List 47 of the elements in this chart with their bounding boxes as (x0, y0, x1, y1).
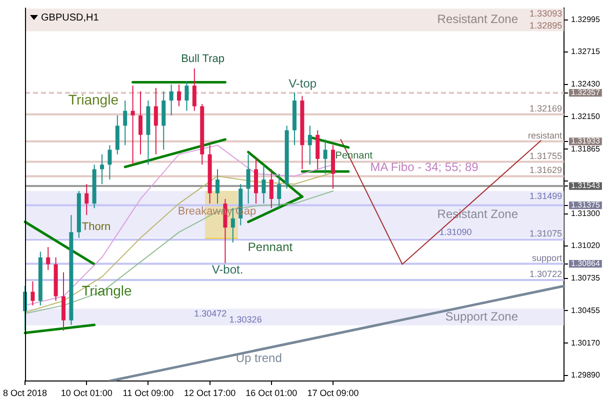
annotation: Bull Trap (181, 52, 224, 65)
x-tick-label: 8 Oct 2018 (3, 388, 48, 398)
x-tick-label: 16 Oct 01:00 (246, 388, 298, 398)
y-tick-label: 1.31375 (571, 200, 600, 210)
y-tick-label: 1.32995 (571, 15, 600, 24)
y-tick-label: 1.31933 (571, 136, 600, 146)
ref-line-label: resistant (528, 130, 562, 140)
annotation: Pennant (248, 240, 294, 254)
annotation: 1.33093 (530, 8, 562, 19)
y-tick-label: 1.31865 (571, 144, 600, 154)
ref-line-label: 1.32169 (529, 103, 562, 114)
y-tick-label: 1.30735 (571, 274, 600, 283)
annotation: 1.31090 (439, 226, 472, 237)
annotation: Triangle (82, 282, 132, 299)
annotation: Thorn (82, 221, 111, 234)
x-tick-label: 10 Oct 01:00 (60, 388, 112, 398)
y-tick-label: 1.32430 (571, 80, 600, 89)
text: GBPUSD,H1 (41, 12, 100, 24)
x-tick-label: 17 Oct 09:00 (307, 388, 359, 398)
annotation: Up trend (236, 350, 282, 365)
annotation: 1.31499 (530, 191, 562, 202)
y-tick-label: 1.29890 (571, 370, 600, 380)
ref-line-label: 1.31075 (529, 228, 562, 239)
y-tick-label: 1.31300 (571, 209, 600, 218)
annotation: 1.30472 (194, 308, 227, 319)
y-tick-label: 1.32357 (571, 88, 600, 98)
annotation: MA Fibo - 34; 55; 89 (370, 160, 479, 174)
band-label: Resistant Zone (437, 12, 518, 26)
y-tick-label: 1.30455 (571, 306, 600, 315)
annotation: V-bot. (212, 262, 244, 277)
annotation: 1.32895 (530, 20, 562, 30)
y-tick-label: 1.31020 (571, 241, 600, 250)
annotation: Triangle (68, 92, 119, 108)
ref-line-label: 1.31629 (529, 165, 562, 176)
x-tick-label: 12 Oct 17:00 (184, 388, 236, 398)
y-tick-label: 1.32150 (571, 112, 600, 121)
y-tick-label: 1.31543 (571, 181, 600, 190)
band-label: Support Zone (445, 309, 518, 324)
annotation: 1.30326 (229, 314, 262, 324)
x-tick-label: 11 Oct 09:00 (122, 388, 174, 398)
y-tick-label: 1.32715 (571, 47, 600, 56)
y-tick-label: 1.30864 (571, 258, 600, 268)
annotation: V-top (288, 76, 317, 91)
ref-line-label: 1.31755 (529, 150, 562, 161)
ref-line-label: 1.30722 (529, 269, 562, 280)
ref-line-label: support (532, 252, 562, 263)
y-tick-label: 1.30170 (571, 338, 600, 348)
